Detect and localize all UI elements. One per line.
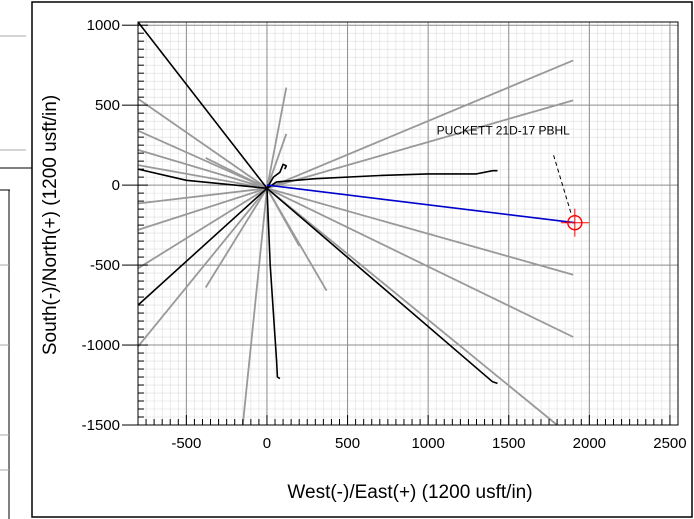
offset-wellpath-line bbox=[137, 187, 268, 231]
x-tick-label: 500 bbox=[335, 435, 360, 452]
y-tick-label: 0 bbox=[112, 177, 120, 194]
tick-marks bbox=[122, 24, 679, 426]
offset-wellpath-line bbox=[137, 98, 268, 190]
x-tick-label: 0 bbox=[263, 435, 271, 452]
offset-wellpath-line bbox=[137, 187, 268, 205]
y-tick-label: -1000 bbox=[82, 337, 120, 354]
offset-wellpath-line bbox=[266, 187, 300, 247]
left-panel-fragment bbox=[0, 35, 32, 519]
series-group bbox=[137, 21, 575, 426]
y-tick-label: -500 bbox=[90, 257, 120, 274]
x-tick-label: 1500 bbox=[492, 435, 525, 452]
x-tick-label: 1000 bbox=[411, 435, 444, 452]
offset-wellpath-line bbox=[137, 129, 268, 190]
offset-wellpath-line bbox=[266, 163, 288, 189]
x-axis-title: West(-)/East(+) (1200 usft/in) bbox=[287, 482, 532, 503]
offset-wellpath-line bbox=[205, 157, 268, 190]
offset-wellpath-line bbox=[266, 187, 498, 385]
x-tick-label: -500 bbox=[171, 435, 201, 452]
offset-wellpath-line bbox=[266, 187, 558, 426]
target-marker: PUCKETT 21D-17 PBHL bbox=[437, 124, 589, 237]
offset-wellpath-line bbox=[137, 21, 268, 189]
y-tick-label: 500 bbox=[95, 97, 120, 114]
offset-wellpath-line bbox=[137, 187, 268, 348]
offset-wellpath-line bbox=[137, 187, 268, 270]
target-label: PUCKETT 21D-17 PBHL bbox=[437, 124, 570, 138]
offset-wellpath-line bbox=[241, 188, 268, 426]
y-tick-label: 1000 bbox=[87, 17, 120, 34]
offset-wellpath-line bbox=[266, 99, 574, 190]
offset-wellpath-line bbox=[266, 169, 498, 189]
plot-area-border bbox=[137, 21, 679, 426]
planned-wellpath-line bbox=[266, 184, 575, 224]
offset-wellpath-line bbox=[204, 187, 268, 288]
x-tick-label: 2000 bbox=[573, 435, 606, 452]
offset-wellpath-line bbox=[266, 59, 574, 190]
offset-wellpath-line bbox=[266, 188, 281, 380]
offset-wellpath-line bbox=[137, 164, 268, 190]
tick-labels: -500 0 500 1000 1500 2000 2500 1000 500 0 -500 -100… bbox=[82, 17, 687, 452]
offset-wellpath-line bbox=[266, 187, 574, 276]
offset-wellpath-line bbox=[137, 168, 268, 190]
target-leader-line bbox=[552, 152, 572, 213]
minor-grid bbox=[137, 22, 679, 426]
x-tick-label: 2500 bbox=[653, 435, 686, 452]
offset-wellpath-line bbox=[266, 187, 574, 338]
offset-wellpath-line bbox=[266, 87, 288, 189]
major-grid bbox=[138, 22, 678, 425]
chart-frame bbox=[31, 1, 693, 518]
offset-wellpath-line bbox=[266, 133, 288, 189]
y-axis-title: South(-)/North(+) (1200 usft/in) bbox=[40, 95, 61, 355]
offset-wellpath-line bbox=[137, 149, 268, 190]
y-tick-label: -1500 bbox=[82, 417, 120, 434]
offset-wellpath-line bbox=[137, 187, 268, 306]
